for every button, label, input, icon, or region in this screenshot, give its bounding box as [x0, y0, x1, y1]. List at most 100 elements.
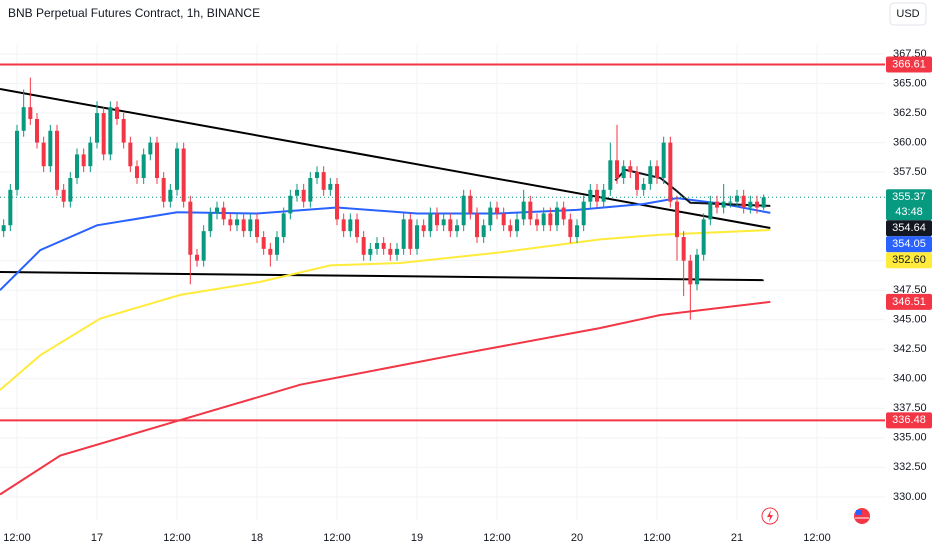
- x-tick-label: 20: [571, 532, 583, 544]
- candle-body: [708, 201, 713, 220]
- candle-body: [115, 107, 119, 119]
- y-tick-label: 330.00: [893, 491, 927, 503]
- price-badge: [886, 412, 932, 429]
- y-tick-label: 357.50: [893, 166, 927, 178]
- candle-body: [355, 219, 359, 238]
- candle-body: [595, 189, 599, 202]
- candle-body: [501, 213, 506, 226]
- price-badge-label: 43:48: [895, 206, 923, 218]
- candle-body: [35, 118, 39, 143]
- candle-body: [541, 213, 546, 226]
- candle-body: [555, 207, 559, 226]
- price-badge: [886, 252, 932, 269]
- candle-body: [461, 195, 466, 226]
- candle-body: [721, 201, 726, 208]
- price-badge-label: 352.60: [892, 254, 926, 266]
- candle-body: [248, 219, 253, 232]
- y-tick-label: 337.50: [893, 402, 927, 414]
- candle-body: [588, 189, 593, 202]
- candle-body: [188, 201, 193, 255]
- candle-body: [648, 166, 653, 184]
- candle-body: [368, 248, 373, 255]
- currency-label[interactable]: USD: [896, 8, 919, 20]
- candle-body: [275, 237, 279, 255]
- candle-body: [221, 207, 226, 220]
- y-tick-label: 335.00: [893, 432, 927, 444]
- plot-content: [0, 44, 885, 520]
- x-tick-label: 18: [251, 532, 263, 544]
- candle-body: [268, 248, 273, 255]
- candle-body: [155, 142, 159, 179]
- candle-body: [408, 219, 413, 249]
- price-badge: [886, 189, 932, 221]
- trend-line: [0, 271, 764, 282]
- candle-body: [375, 242, 379, 249]
- price-badge-label: 346.51: [892, 296, 926, 308]
- x-tick-label: 19: [411, 532, 423, 544]
- candle-body: [141, 154, 146, 179]
- candle-body: [81, 154, 86, 167]
- candle-body: [615, 160, 619, 179]
- price-badge-label: 336.48: [892, 414, 926, 426]
- candle-body: [108, 107, 113, 155]
- candle-body: [528, 201, 533, 220]
- candle-body: [568, 219, 573, 238]
- candle-body: [235, 219, 239, 226]
- candle-body: [761, 197, 766, 208]
- candle-body: [435, 213, 439, 226]
- candle-body: [301, 189, 306, 202]
- candle-body: [381, 242, 386, 249]
- candle-body: [328, 183, 333, 190]
- candle-body: [135, 166, 139, 179]
- x-tick-label: 12:00: [163, 532, 191, 544]
- moving-average: [0, 300, 771, 496]
- candle-body: [628, 166, 633, 173]
- candle-body: [488, 207, 493, 226]
- y-tick-label: 345.00: [893, 314, 927, 326]
- candle-body: [61, 189, 66, 202]
- candle-body: [468, 195, 473, 214]
- candle-body: [308, 178, 313, 202]
- candle-body: [655, 166, 659, 179]
- candle-body: [148, 142, 153, 155]
- candle-body: [208, 213, 213, 232]
- candle-body: [361, 237, 366, 255]
- currency-button[interactable]: [889, 2, 927, 26]
- candle-body: [321, 172, 326, 190]
- x-tick-label: 12:00: [323, 532, 351, 544]
- candle-body: [168, 189, 173, 202]
- candle-body: [41, 142, 46, 167]
- candle-body: [508, 225, 513, 232]
- candle-body: [1, 225, 6, 232]
- candle-body: [388, 248, 393, 255]
- candle-body: [261, 237, 266, 249]
- x-tick-label: 12:00: [803, 532, 831, 544]
- candle-body: [575, 225, 579, 238]
- candle-body: [448, 219, 453, 232]
- y-tick-label: 342.50: [893, 343, 927, 355]
- candle-body: [75, 154, 79, 179]
- price-badge: [886, 236, 932, 253]
- candle-body: [495, 207, 499, 214]
- candle-body: [675, 201, 679, 238]
- price-badge-label: 354.05: [892, 238, 926, 250]
- candle-body: [341, 219, 346, 232]
- candle-body: [195, 254, 199, 261]
- candle-body: [395, 248, 399, 255]
- candle-body: [668, 142, 673, 202]
- price-badge-label: 366.61: [892, 58, 926, 70]
- candle-body: [101, 113, 106, 155]
- moving-average: [0, 229, 771, 391]
- candle-body: [681, 237, 686, 261]
- candle-body: [441, 219, 446, 226]
- candle-body: [748, 201, 753, 208]
- candle-body: [415, 225, 419, 249]
- candle-body: [348, 219, 353, 232]
- y-tick-label: 362.50: [893, 107, 927, 119]
- candle-body: [701, 219, 706, 255]
- price-badge: [886, 220, 932, 237]
- flag-icon-canton: [856, 510, 862, 515]
- candle-body: [481, 225, 486, 238]
- y-tick-label: 332.50: [893, 461, 927, 473]
